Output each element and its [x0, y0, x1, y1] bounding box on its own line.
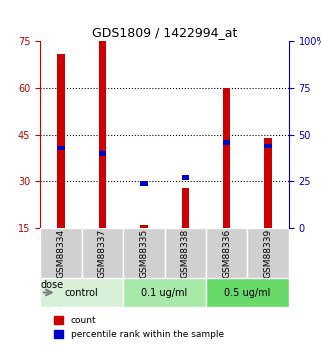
Text: 0.5 ug/ml: 0.5 ug/ml [224, 287, 271, 297]
Text: GSM88338: GSM88338 [181, 228, 190, 278]
Text: GSM88336: GSM88336 [222, 228, 231, 278]
Text: GSM88335: GSM88335 [139, 228, 148, 278]
Title: GDS1809 / 1422994_at: GDS1809 / 1422994_at [92, 26, 237, 39]
Text: GSM88339: GSM88339 [264, 228, 273, 278]
Bar [99, 151, 106, 156]
FancyBboxPatch shape [82, 228, 123, 278]
FancyBboxPatch shape [123, 228, 165, 278]
Text: GSM88334: GSM88334 [56, 228, 65, 278]
Bar [57, 146, 65, 150]
Bar [265, 138, 272, 228]
FancyBboxPatch shape [247, 228, 289, 278]
Bar [57, 54, 65, 228]
FancyBboxPatch shape [40, 228, 82, 278]
Bar [140, 181, 148, 186]
FancyBboxPatch shape [206, 228, 247, 278]
Bar [223, 88, 230, 228]
Bar [99, 41, 106, 228]
FancyBboxPatch shape [40, 278, 123, 307]
Text: dose: dose [41, 280, 64, 290]
Text: control: control [65, 287, 99, 297]
Bar [265, 144, 272, 148]
Bar [223, 140, 230, 145]
FancyBboxPatch shape [165, 228, 206, 278]
Legend: count, percentile rank within the sample: count, percentile rank within the sample [53, 314, 226, 341]
Text: GSM88337: GSM88337 [98, 228, 107, 278]
FancyBboxPatch shape [206, 278, 289, 307]
Bar [140, 225, 148, 228]
FancyBboxPatch shape [123, 278, 206, 307]
Bar [181, 188, 189, 228]
Bar [181, 175, 189, 180]
Text: 0.1 ug/ml: 0.1 ug/ml [141, 287, 188, 297]
